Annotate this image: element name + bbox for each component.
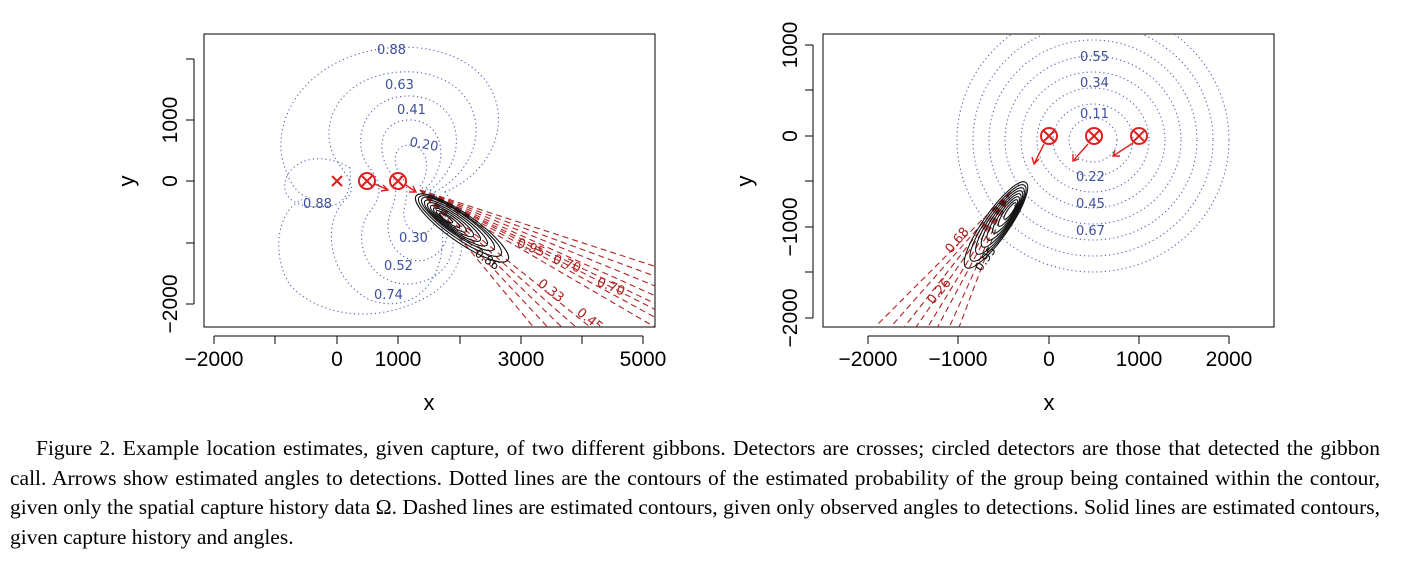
right-solid-contours xyxy=(963,181,1029,269)
left-dashed-label: 0.70 xyxy=(551,252,583,277)
right-plot-frame xyxy=(822,33,1275,328)
left-solid-contours xyxy=(414,193,510,263)
right-y-tick-label: −1000 xyxy=(779,198,802,257)
right-dotted-contours xyxy=(956,34,1230,273)
left-x-tick-label: 0 xyxy=(331,348,343,371)
right-y-tick-label: −2000 xyxy=(779,289,802,348)
right-x-axis-label: x xyxy=(1044,390,1055,415)
left-y-tick-label: 1000 xyxy=(159,97,182,144)
left-dotted-label: 0.74 xyxy=(374,288,403,303)
right-detector-detected xyxy=(1130,127,1148,145)
right-angle-arrow xyxy=(1072,143,1089,162)
right-angle-arrow xyxy=(1112,142,1134,157)
right-dotted-label: 0.34 xyxy=(1080,76,1109,91)
left-y-axis-label: y xyxy=(114,176,139,187)
right-y-tick-label: 1000 xyxy=(779,22,802,69)
right-dotted-label: 0.45 xyxy=(1076,197,1105,212)
left-x-tick-label: 3000 xyxy=(498,348,545,371)
left-dashed-label: 0.70 xyxy=(595,275,627,300)
right-y-tick-label: 0 xyxy=(779,130,802,142)
left-dotted-label: 0.63 xyxy=(385,78,414,93)
figure-2: −2000 0 1000 3000 5000 x −2000 0 1000 y xyxy=(114,22,1275,415)
left-dotted-label: 0.88 xyxy=(303,197,332,212)
left-dotted-label: 0.88 xyxy=(377,43,406,58)
right-dotted-label: 0.67 xyxy=(1076,224,1105,239)
left-y-tick-label: −2000 xyxy=(159,275,182,334)
right-y-axis-label: y xyxy=(732,176,757,187)
left-x-axis: −2000 0 1000 3000 5000 x xyxy=(185,335,667,415)
left-dotted-label: 0.41 xyxy=(397,103,426,118)
right-x-tick-label: 0 xyxy=(1043,348,1055,371)
right-x-axis: −2000 −1000 0 1000 2000 x xyxy=(839,335,1253,415)
left-x-tick-label: 5000 xyxy=(620,348,667,371)
left-x-tick-label: −2000 xyxy=(185,348,244,371)
left-detector-detected xyxy=(358,172,376,190)
right-detector-detected xyxy=(1040,127,1058,145)
right-x-tick-label: 2000 xyxy=(1206,348,1253,371)
right-dotted-label: 0.11 xyxy=(1080,107,1109,122)
left-angle-arrow xyxy=(374,183,390,192)
right-dotted-label: 0.55 xyxy=(1080,50,1109,65)
left-dashed-label: 0.33 xyxy=(535,276,567,306)
left-angle-arrow xyxy=(405,184,418,193)
left-dotted-label: 0.30 xyxy=(399,231,428,246)
right-panel: −2000 −1000 0 1000 2000 x −2000 −1000 0 … xyxy=(732,22,1275,415)
left-dotted-contours xyxy=(278,46,499,315)
left-dotted-label: 0.52 xyxy=(384,259,413,274)
right-x-tick-label: −2000 xyxy=(839,348,898,371)
left-x-axis-label: x xyxy=(424,390,435,415)
left-plot-frame xyxy=(203,33,656,328)
left-y-axis: −2000 0 1000 y xyxy=(114,58,195,334)
right-detector-detected xyxy=(1085,127,1103,145)
left-solid-label: 0.86 xyxy=(472,246,502,273)
left-detector-detected xyxy=(389,172,407,190)
left-panel: −2000 0 1000 3000 5000 x −2000 0 1000 y xyxy=(114,33,667,415)
right-y-axis: −2000 −1000 0 1000 y xyxy=(732,22,814,348)
left-dotted-label: 0.20 xyxy=(408,135,439,155)
figure-caption: Figure 2. Example location estimates, gi… xyxy=(10,436,1380,549)
left-detector-undetected xyxy=(331,175,343,187)
left-x-tick-label: 1000 xyxy=(375,348,422,371)
right-x-tick-label: 1000 xyxy=(1116,348,1163,371)
left-dashed-label: 0.45 xyxy=(574,305,606,335)
right-angle-arrow xyxy=(1031,143,1045,166)
right-x-tick-label: −1000 xyxy=(929,348,988,371)
left-y-tick-label: 0 xyxy=(159,175,182,187)
right-dotted-label: 0.22 xyxy=(1076,170,1105,185)
